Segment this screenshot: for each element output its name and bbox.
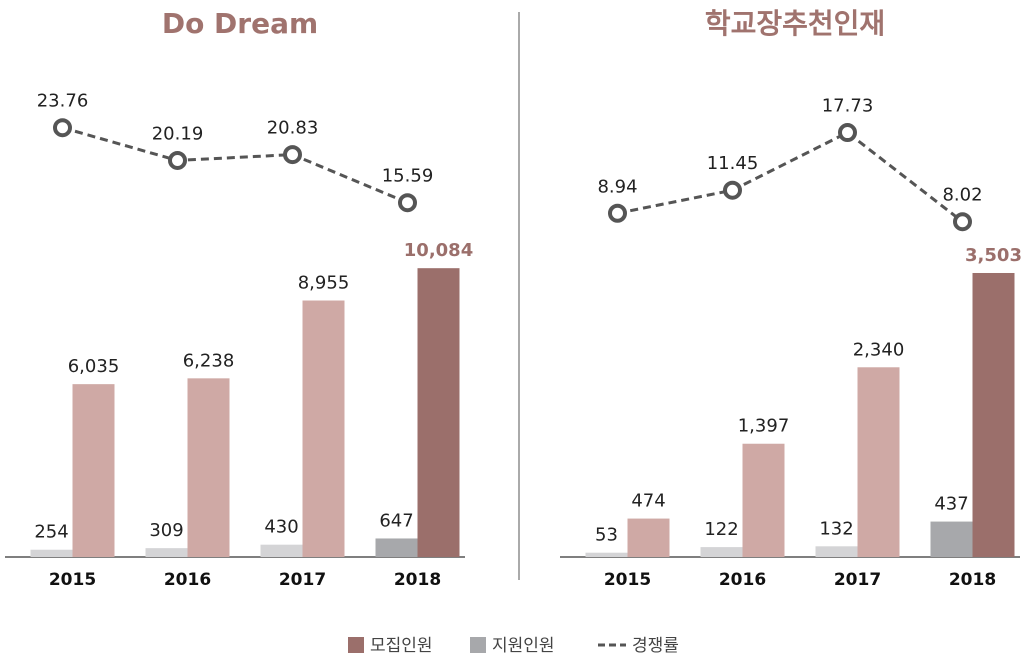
legend-label: 경쟁률 <box>632 636 679 656</box>
x-tick-label: 2015 <box>49 570 96 590</box>
rate-marker <box>283 145 302 165</box>
value-label: 474 <box>631 491 665 512</box>
bar <box>375 538 418 557</box>
rate-label: 15.59 <box>382 166 434 187</box>
x-tick-label: 2018 <box>949 570 996 590</box>
bar <box>260 544 303 557</box>
bar <box>742 443 785 557</box>
legend-swatch <box>470 637 486 653</box>
rate-line <box>617 130 964 223</box>
bar <box>72 384 115 557</box>
bar <box>585 552 628 557</box>
legend-label: 지원인원 <box>492 636 555 656</box>
value-label: 309 <box>149 520 183 541</box>
panel-title: Do Dream <box>162 7 318 40</box>
legend-swatch <box>348 637 364 653</box>
x-tick-label: 2016 <box>164 570 211 590</box>
rate-marker <box>168 150 187 170</box>
bar <box>417 268 460 557</box>
value-label: 6,238 <box>183 350 235 371</box>
bar <box>302 300 345 557</box>
rate-label: 11.45 <box>707 153 759 174</box>
value-label: 430 <box>264 517 298 538</box>
value-label: 437 <box>934 494 968 515</box>
x-tick-label: 2016 <box>719 570 766 590</box>
legend-label: 모집인원 <box>370 636 433 656</box>
value-label: 10,084 <box>404 240 473 261</box>
value-label: 6,035 <box>68 356 120 377</box>
bar <box>930 521 973 557</box>
bar <box>700 547 743 557</box>
bar <box>972 272 1015 557</box>
bar <box>815 546 858 557</box>
value-label: 8,955 <box>298 273 350 294</box>
bar <box>30 549 73 557</box>
value-label: 647 <box>379 510 413 531</box>
x-tick-label: 2015 <box>604 570 651 590</box>
bar <box>627 518 670 557</box>
x-tick-label: 2018 <box>394 570 441 590</box>
rate-label: 8.94 <box>597 176 637 197</box>
rate-marker <box>838 123 857 143</box>
bar <box>187 378 230 557</box>
value-label: 132 <box>819 518 853 539</box>
rate-marker <box>53 118 72 138</box>
panel-title: 학교장추천인재 <box>705 7 885 40</box>
value-label: 122 <box>704 519 738 540</box>
value-label: 1,397 <box>738 416 790 437</box>
rate-marker <box>723 180 742 200</box>
rate-line <box>62 126 409 205</box>
rate-label: 20.83 <box>267 118 319 139</box>
bar <box>145 548 188 557</box>
rate-label: 17.73 <box>822 96 874 117</box>
value-label: 3,503 <box>965 245 1022 266</box>
value-label: 2,340 <box>853 339 905 360</box>
value-label: 53 <box>595 525 618 546</box>
rate-marker <box>953 212 972 232</box>
rate-label: 20.19 <box>152 123 204 144</box>
x-tick-label: 2017 <box>279 570 326 590</box>
rate-marker <box>398 193 417 213</box>
bar <box>857 367 900 557</box>
value-label: 254 <box>34 522 68 543</box>
x-tick-label: 2017 <box>834 570 881 590</box>
rate-label: 23.76 <box>37 91 89 112</box>
rate-marker <box>608 203 627 223</box>
rate-label: 8.02 <box>942 185 982 206</box>
